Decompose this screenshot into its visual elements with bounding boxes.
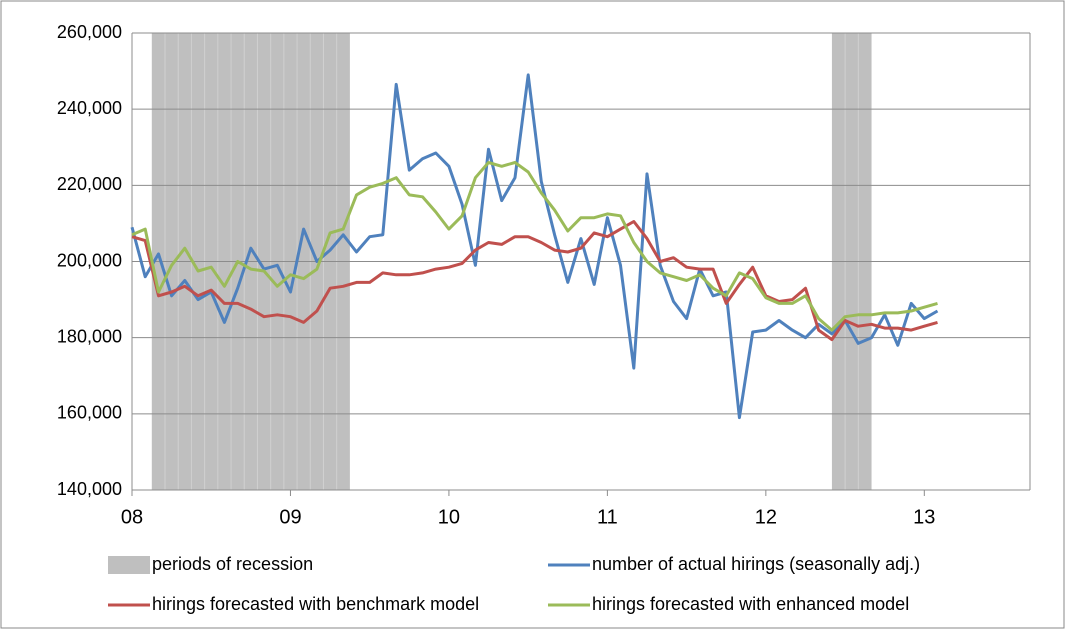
x-tick-label: 12 [755,506,777,528]
legend-label: hirings forecasted with benchmark model [152,594,479,614]
series-line [131,220,938,342]
x-tick-label: 09 [279,506,301,528]
y-tick-label: 200,000 [57,250,122,270]
y-tick-label: 220,000 [57,174,122,194]
series-line [130,73,939,420]
x-tick-label: 08 [121,506,143,528]
x-tick-label: 13 [913,506,935,528]
legend-label: hirings forecasted with enhanced model [592,594,909,614]
series-line [131,161,938,332]
x-tick-label: 11 [597,506,618,528]
y-tick-label: 180,000 [57,326,122,346]
y-tick-label: 240,000 [57,98,122,118]
legend-swatch [108,556,150,574]
x-tick-label: 10 [438,506,460,528]
legend-label: periods of recession [152,554,313,574]
legend-label: number of actual hirings (seasonally adj… [592,554,920,574]
y-tick-label: 140,000 [57,479,122,499]
y-tick-label: 160,000 [57,403,122,423]
y-tick-label: 260,000 [57,22,122,42]
